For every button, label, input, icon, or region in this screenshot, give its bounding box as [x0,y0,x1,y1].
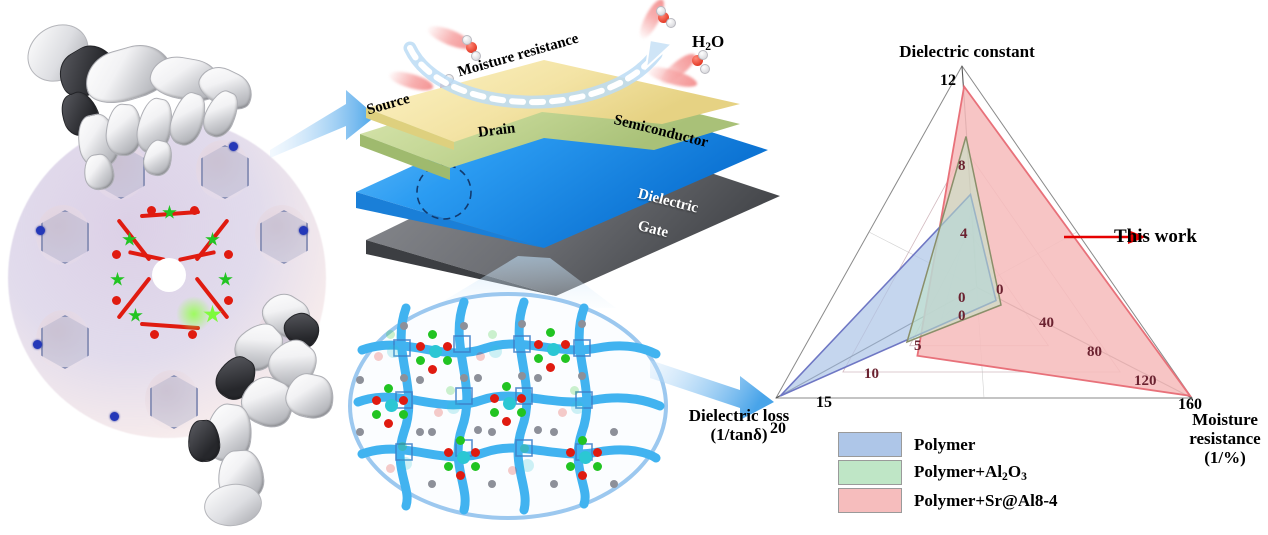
axis-title-dl-unit: (1/tanδ) [710,425,768,445]
zoom-arrow-to-device [270,90,376,158]
this-work-label: This work [1114,226,1197,247]
chart-legend: Polymer Polymer+Al2O3 Polymer+Sr@Al8-4 [838,432,1058,516]
axis-title-dielectric-constant: Dielectric constant [899,42,1035,61]
legend-label-al2o3: Polymer+Al2O3 [914,461,1027,484]
robot-hand-upper [16,12,272,202]
tick-dl-20: 20 [770,420,786,437]
tick-dc-0: 0 [958,290,966,306]
legend-label-polymer: Polymer [914,434,976,454]
sr-site-highlight [176,296,212,332]
h2o-label: H2O [692,32,725,54]
legend-item-polymer[interactable]: Polymer [838,432,1058,457]
moisture-resistance-arrow [403,38,675,109]
tick-mr-120: 120 [1134,373,1157,389]
robot-hand-lower [158,285,350,530]
tick-mr-160: 160 [1178,396,1202,413]
tick-mr-80: 80 [1087,344,1102,360]
tick-dl-15: 15 [816,394,832,411]
zoom-arrow-to-chart [650,360,774,420]
this-work-arrow [1064,230,1146,244]
tick-dl-10: 10 [864,366,879,382]
device-diagram: H2O [340,0,790,300]
tick-dc-12: 12 [940,72,956,89]
legend-swatch-sr-al8-4 [838,488,902,513]
legend-label-sr-al8-4: Polymer+Sr@Al8-4 [914,490,1058,510]
tick-mr-0: 0 [996,282,1004,298]
tick-dc-8: 8 [958,158,966,174]
series-polygon-sr-al8-4 [916,84,1192,398]
axis-title-mr-text: Moisture resistance [1189,410,1261,449]
legend-swatch-polymer [838,432,902,457]
series-polygon-al2o3 [905,136,1002,344]
layer-semiconductor [360,76,740,180]
tick-dl-0: 0 [958,308,966,324]
legend-swatch-al2o3 [838,460,902,485]
axis-title-dielectric-loss: Dielectric loss (1/tanδ) [674,406,804,444]
tick-mr-40: 40 [1039,315,1054,331]
legend-item-al2o3[interactable]: Polymer+Al2O3 [838,460,1058,485]
legend-item-sr-al8-4[interactable]: Polymer+Sr@Al8-4 [838,488,1058,513]
core-pore [152,258,186,292]
axis-title-dl-text: Dielectric loss [688,406,790,425]
radar-plot-area [775,65,1193,399]
radar-chart: 12 8 4 0 0 40 80 120 160 0 5 10 15 20 Di… [689,18,1268,535]
tick-dc-4: 4 [960,226,968,242]
axis-title-moisture-resistance: Moisture resistance (1/%) [1170,410,1268,467]
axis-title-mr-unit: (1/%) [1204,448,1246,468]
polymer-network-inset [348,292,668,520]
molecule-panel [0,0,350,535]
tick-dl-5: 5 [914,338,922,354]
